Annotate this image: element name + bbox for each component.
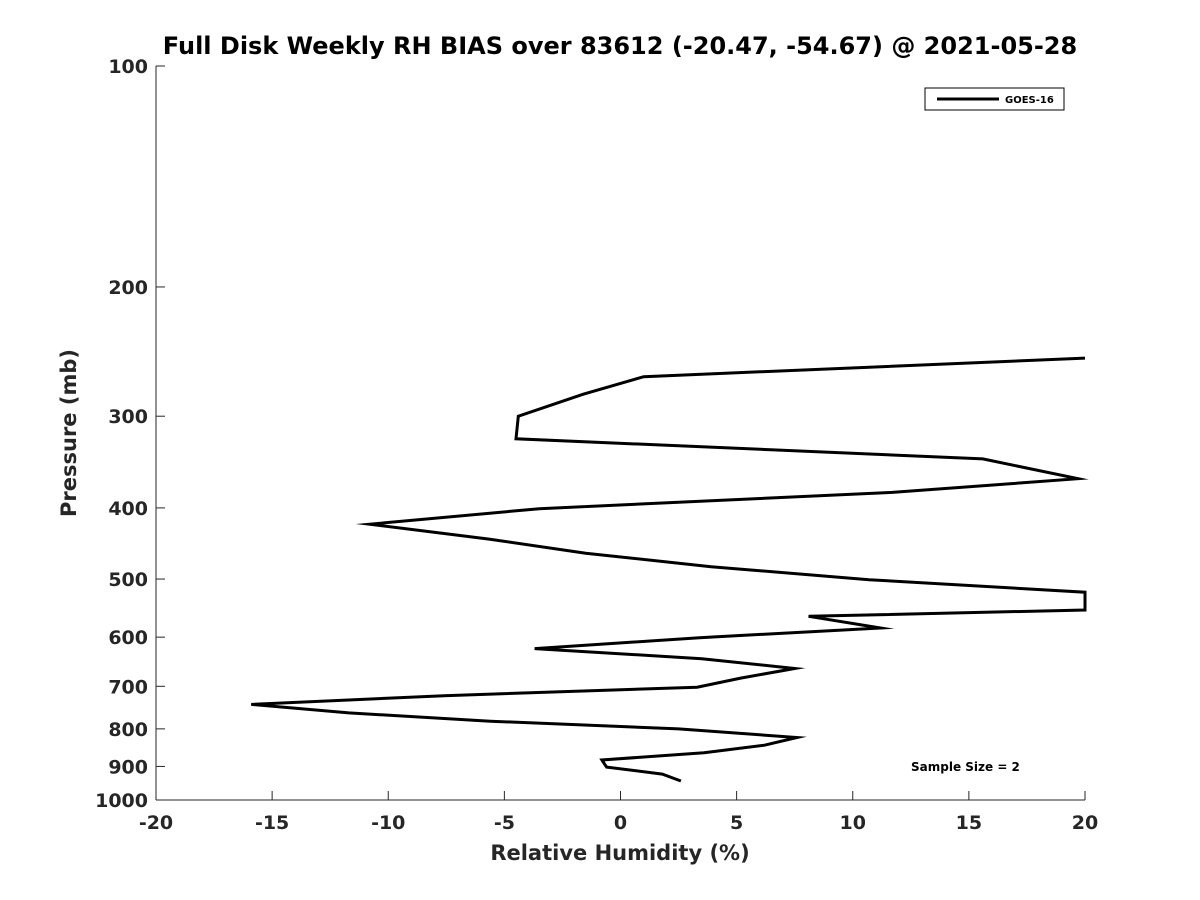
legend-label-goes-16: GOES-16 — [1005, 95, 1054, 106]
legend: GOES-16 — [924, 87, 1065, 111]
x-tick-label: 20 — [1072, 812, 1098, 834]
y-tick-label: 200 — [108, 277, 148, 299]
x-tick-label: -10 — [371, 812, 405, 834]
sample-size-annotation: Sample Size = 2 — [911, 760, 1020, 774]
x-tick-label: -15 — [255, 812, 289, 834]
series-line-goes-16 — [251, 356, 1089, 783]
x-axis-label: Relative Humidity (%) — [490, 841, 749, 865]
y-axis-label: Pressure (mb) — [57, 349, 81, 517]
chart-title: Full Disk Weekly RH BIAS over 83612 (-20… — [163, 32, 1077, 60]
y-tick-label: 600 — [108, 627, 148, 649]
y-tick-label: 100 — [108, 56, 148, 78]
y-tick-label: 1000 — [95, 790, 148, 812]
x-tick-label: -5 — [494, 812, 515, 834]
x-tick-label: -20 — [139, 812, 173, 834]
y-tick-label: 500 — [108, 569, 148, 591]
y-tick-label: 900 — [108, 756, 148, 778]
x-tick-label: 10 — [840, 812, 866, 834]
y-tick-label: 300 — [108, 406, 148, 428]
x-tick-label: 5 — [730, 812, 743, 834]
x-axis: -20 -15 -10 -5 0 5 10 15 20 — [139, 791, 1098, 834]
y-tick-label: 800 — [108, 719, 148, 741]
series-layer — [251, 356, 1089, 783]
y-tick-label: 400 — [108, 498, 148, 520]
x-tick-label: 15 — [956, 812, 982, 834]
y-axis: 100 200 300 400 500 600 700 800 900 1000 — [95, 56, 165, 812]
x-tick-label: 0 — [614, 812, 627, 834]
y-tick-label: 700 — [108, 676, 148, 698]
